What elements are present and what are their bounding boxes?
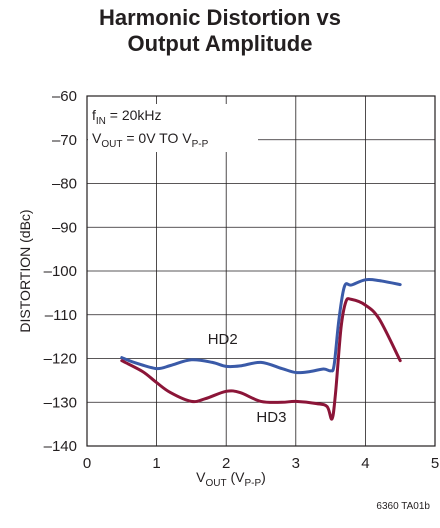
- figure-code: 6360 TA01b: [376, 501, 430, 512]
- y-tick-label: –120: [44, 351, 77, 368]
- y-tick-label: –80: [52, 176, 77, 193]
- series-labels: HD2 HD3: [208, 331, 287, 426]
- series-line-hd2: [120, 277, 402, 375]
- y-tick-label: –90: [52, 219, 77, 236]
- x-tick-label: 4: [361, 455, 369, 472]
- annotation-background: [88, 104, 258, 152]
- y-tick-label: –130: [44, 394, 77, 411]
- x-tick-label: 5: [431, 455, 439, 472]
- x-tick-labels: 0 1 2 3 4 5: [83, 455, 439, 472]
- y-tick-label: –60: [52, 88, 77, 105]
- y-tick-label: –110: [45, 307, 77, 324]
- chart-title-line-1: Harmonic Distortion vs: [98, 5, 342, 30]
- y-tick-label: –70: [52, 132, 77, 149]
- annotation-vout: VOUT = 0V TO VP-P: [92, 130, 209, 150]
- series-label-hd3: HD3: [256, 409, 286, 426]
- x-axis-label: VOUT (VP-P): [196, 469, 266, 489]
- plot-frame: [86, 95, 436, 447]
- x-tick-label: 2: [222, 455, 230, 472]
- series-line-hd3: [120, 297, 402, 421]
- series-label-hd2: HD2: [208, 331, 238, 348]
- x-tick-label: 1: [152, 455, 160, 472]
- series-lines: [120, 277, 402, 421]
- x-tick-label: 0: [83, 455, 91, 472]
- y-axis-label: DISTORTION (dBc): [17, 209, 33, 332]
- chart-title-line-2: Output Amplitude: [127, 31, 313, 56]
- x-tick-label: 3: [292, 455, 300, 472]
- y-tick-label: –140: [44, 438, 77, 455]
- annotation-fin: fIN = 20kHz: [92, 107, 162, 127]
- y-tick-labels: –60 –70 –80 –90 –100 –110 –120 –130 –140: [44, 88, 77, 455]
- y-tick-label: –100: [44, 263, 77, 280]
